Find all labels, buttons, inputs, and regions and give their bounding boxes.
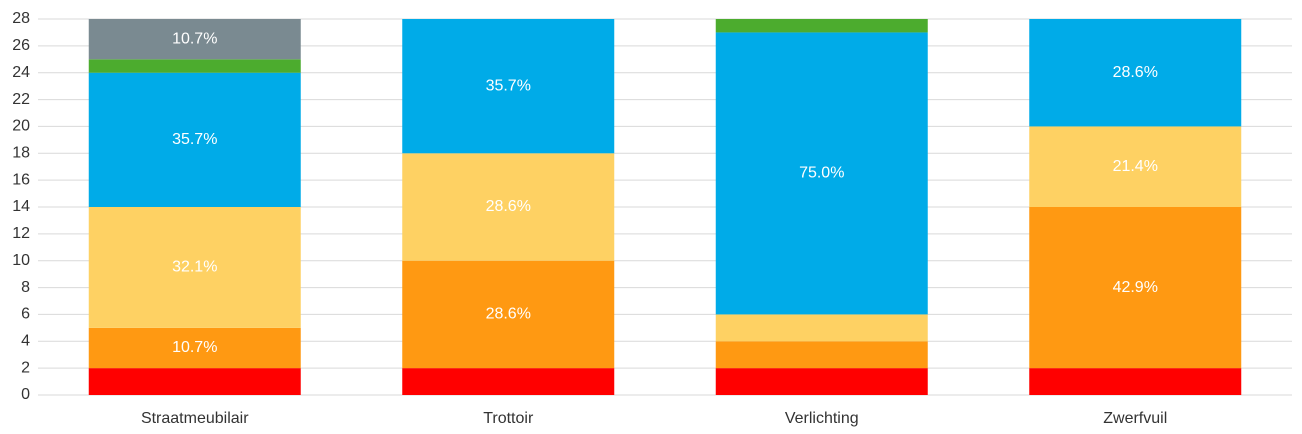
bar-segment [715, 368, 928, 395]
y-tick-label: 24 [12, 64, 30, 81]
bar-segment [88, 59, 301, 73]
y-tick-label: 8 [21, 279, 30, 296]
x-tick-label: Zwerfvuil [1103, 410, 1167, 427]
x-tick-label: Verlichting [785, 410, 859, 427]
bar-segment [1029, 368, 1242, 395]
data-label: 28.6% [1113, 64, 1158, 81]
data-label: 21.4% [1113, 158, 1158, 175]
data-label: 35.7% [172, 131, 217, 148]
data-label: 28.6% [486, 198, 531, 215]
data-label: 10.7% [172, 30, 217, 47]
y-tick-label: 16 [12, 171, 30, 188]
bar-segment [1029, 126, 1242, 207]
y-tick-label: 20 [12, 118, 30, 135]
bar-segment [88, 327, 301, 369]
x-tick-label: Trottoir [483, 410, 534, 427]
bar-segment [402, 19, 615, 154]
y-tick-label: 14 [12, 198, 30, 215]
bar-segment [715, 314, 928, 342]
data-label: 35.7% [486, 77, 531, 94]
data-label: 42.9% [1113, 279, 1158, 296]
bar-segment [88, 19, 301, 60]
data-label: 32.1% [172, 259, 217, 276]
data-label: 10.7% [172, 339, 217, 356]
y-tick-label: 22 [12, 91, 30, 108]
y-tick-label: 0 [21, 386, 30, 403]
data-label: 75.0% [799, 165, 844, 182]
y-tick-label: 2 [21, 359, 30, 376]
bar-segment [1029, 19, 1242, 127]
bar-segment [402, 153, 615, 261]
bar-segment [715, 341, 928, 369]
bar-segment [88, 368, 301, 395]
bar-segment [88, 207, 301, 328]
data-label: 28.6% [486, 306, 531, 323]
y-tick-label: 4 [21, 333, 30, 350]
y-tick-label: 10 [12, 252, 30, 269]
y-tick-label: 28 [12, 10, 30, 27]
bar-segment [715, 19, 928, 33]
y-tick-label: 26 [12, 37, 30, 54]
bar-segment [402, 368, 615, 395]
bar-segment [402, 260, 615, 369]
y-tick-label: 12 [12, 225, 30, 242]
bar-segment [1029, 207, 1242, 369]
y-tick-label: 18 [12, 145, 30, 162]
x-tick-label: Straatmeubilair [141, 410, 249, 427]
bar-segment [88, 72, 301, 207]
bar-segment [715, 32, 928, 315]
y-tick-label: 6 [21, 306, 30, 323]
